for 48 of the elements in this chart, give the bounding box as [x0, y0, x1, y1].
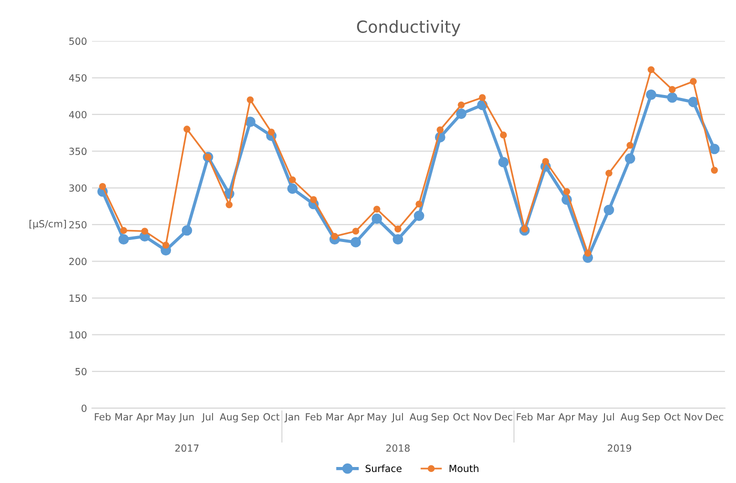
- x-tick-label: Sep: [432, 413, 449, 422]
- x-tick-label: Nov: [474, 413, 492, 421]
- x-tick-label: Jan: [284, 413, 300, 422]
- x-tick-label: Feb: [94, 412, 111, 421]
- x-tick-label: Oct: [664, 413, 680, 421]
- x-tick-label: Oct: [453, 413, 470, 421]
- x-tick-label: Aug: [410, 413, 428, 422]
- x-tick-label: Apr: [558, 413, 576, 422]
- x-tick-label: Aug: [220, 413, 238, 422]
- y-tick-label: 450: [69, 74, 86, 82]
- y-tick-label: 400: [69, 110, 86, 118]
- x-tick-label: Jul: [392, 412, 403, 422]
- x-tick-label: May: [578, 413, 598, 422]
- x-tick-label: May: [368, 413, 387, 422]
- x-tick-label: Apr: [347, 413, 364, 422]
- legend-label: Mouth: [450, 464, 478, 472]
- legend-label: Surface: [366, 464, 402, 472]
- x-tick-label: Nov: [684, 413, 703, 421]
- x-tick-label: Sep: [642, 413, 660, 422]
- y-tick-label: 250: [69, 221, 86, 228]
- x-tick-label: Jul: [202, 412, 213, 422]
- y-tick-label: 350: [69, 148, 86, 156]
- x-tick-label: Dec: [494, 413, 512, 421]
- x-tick-label: Jun: [178, 413, 194, 422]
- x-tick-label: Mar: [537, 413, 555, 421]
- x-tick-label: Aug: [620, 413, 639, 422]
- x-tick-label: Dec: [706, 413, 724, 421]
- y-tick-label: 50: [76, 368, 86, 376]
- x-tick-label: Feb: [306, 412, 322, 421]
- x-tick-label: May: [156, 413, 176, 422]
- text: 2019: [608, 444, 632, 452]
- text: 2017: [175, 444, 198, 452]
- chart-title: Conductivity: [357, 20, 460, 36]
- x-tick-label: Mar: [115, 413, 133, 421]
- y-tick-label: 150: [70, 294, 86, 302]
- y-tick-label: 0: [82, 404, 86, 412]
- x-tick-label: Oct: [263, 413, 280, 421]
- text: 2018: [386, 444, 410, 452]
- x-tick-label: Jul: [602, 412, 614, 422]
- x-tick-label: Apr: [136, 413, 154, 422]
- x-tick-label: Mar: [326, 413, 344, 421]
- y-tick-label: 100: [70, 331, 86, 339]
- y-tick-label: 300: [69, 184, 86, 192]
- y-axis-title: [µS/cm]: [30, 220, 66, 230]
- y-tick-label: 500: [69, 38, 86, 45]
- x-tick-label: Sep: [242, 413, 259, 422]
- x-tick-label: Feb: [516, 412, 533, 421]
- y-tick-label: 200: [69, 258, 86, 266]
